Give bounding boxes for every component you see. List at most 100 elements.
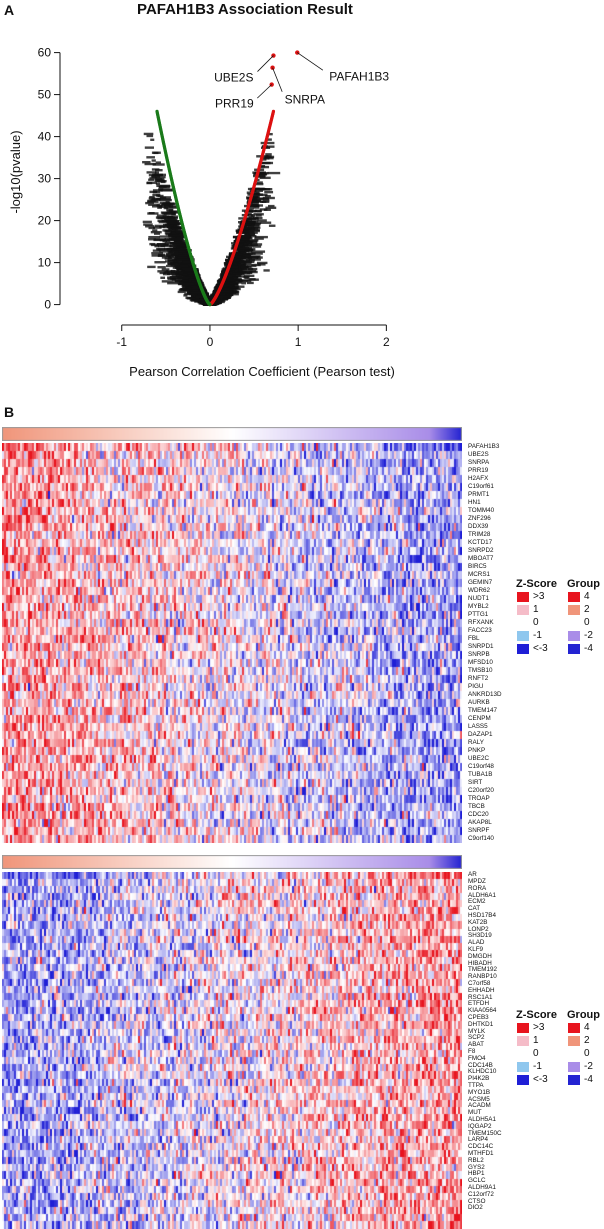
- zscore-label: <-3: [533, 1074, 548, 1085]
- zscore-swatch: [517, 1036, 529, 1046]
- x-tick-label: 2: [383, 335, 390, 349]
- zscore-swatch: [517, 592, 529, 602]
- gene-label: TROAP: [468, 794, 490, 802]
- gene-label: LONP2: [468, 925, 489, 933]
- gene-label: CENPM: [468, 714, 491, 722]
- gene-label: DDX39: [468, 522, 489, 530]
- x-tick-label: -1: [116, 335, 127, 349]
- gene-label: MUT: [468, 1109, 482, 1117]
- highlight-label: UBE2S: [214, 71, 253, 85]
- gene-label: MYO1B: [468, 1088, 491, 1096]
- gene-label: TUBA1B: [468, 770, 493, 778]
- gene-label: UBE2C: [468, 754, 489, 762]
- highlight-label: PAFAH1B3: [329, 70, 389, 84]
- gene-label: NUDT1: [468, 594, 489, 602]
- zscore-label: -1: [533, 1061, 542, 1072]
- gene-label: CAT: [468, 905, 481, 913]
- gene-label: KAT2B: [468, 918, 488, 926]
- group-swatch: [568, 592, 580, 602]
- gene-label: ZNF296: [468, 514, 491, 522]
- gene-label: EHHADH: [468, 986, 495, 994]
- gene-label: FBL: [468, 634, 480, 642]
- gene-label: SCP2: [468, 1034, 485, 1042]
- zscore-swatch: [517, 618, 529, 628]
- gene-label: LASS5: [468, 722, 488, 730]
- zscore-swatch: [517, 1049, 529, 1059]
- zscore-swatch: [517, 644, 529, 654]
- gene-label: ETFDH: [468, 1000, 489, 1008]
- background-gene-cloud: [142, 132, 281, 306]
- group-label: 0: [584, 1048, 590, 1059]
- group-swatch: [568, 644, 580, 654]
- gene-label: AKAP8L: [468, 818, 492, 826]
- gene-label: RORA: [468, 884, 487, 892]
- gene-label: TMEM192: [468, 966, 498, 974]
- gene-label: C19orf61: [468, 482, 494, 490]
- gene-label: UBE2S: [468, 450, 489, 458]
- zscore-swatch: [517, 1075, 529, 1085]
- leader-line: [297, 52, 324, 71]
- gene-label: BIRC5: [468, 562, 487, 570]
- gene-label: HIBADH: [468, 959, 492, 967]
- gene-label: SNRPB: [468, 650, 490, 658]
- zscore-swatch: [517, 1062, 529, 1072]
- gene-label: C19orf48: [468, 762, 494, 770]
- x-tick-label: 1: [295, 335, 302, 349]
- gene-label: SH3D19: [468, 932, 492, 940]
- gene-label: PRMT1: [468, 490, 490, 498]
- x-tick-label: 0: [207, 335, 214, 349]
- gene-label: PAFAH1B3: [468, 442, 500, 450]
- highlight-point: [270, 65, 275, 70]
- gene-label: TTPA: [468, 1082, 484, 1090]
- gene-label: KLF9: [468, 946, 484, 954]
- leader-line: [272, 67, 283, 92]
- y-tick-label: 50: [38, 88, 52, 102]
- zscore-label: <-3: [533, 643, 548, 654]
- gene-label: SNRPF: [468, 826, 490, 834]
- positive-heatmap: [2, 443, 462, 843]
- gene-label: HN1: [468, 498, 481, 506]
- group-label: 4: [584, 1022, 590, 1033]
- zscore-label: 1: [533, 604, 539, 615]
- y-tick-label: 30: [38, 172, 52, 186]
- negative-group-bar: [2, 855, 462, 869]
- positive-branch-points: [208, 109, 276, 307]
- gene-label: RALY: [468, 738, 484, 746]
- gene-label: RANBP10: [468, 973, 497, 981]
- zscore-label: 1: [533, 1035, 539, 1046]
- gene-label: ACSM5: [468, 1095, 490, 1103]
- gene-label: SNRPD2: [468, 546, 494, 554]
- gene-label: PI4K2B: [468, 1075, 490, 1083]
- gene-label: C7orf58: [468, 980, 491, 988]
- group-label: 4: [584, 591, 590, 602]
- group-swatch: [568, 1049, 580, 1059]
- y-tick-label: 20: [38, 214, 52, 228]
- gene-label: RNFT2: [468, 674, 489, 682]
- gene-label: H2AFX: [468, 474, 489, 482]
- group-swatch: [568, 605, 580, 615]
- gene-label: RBL2: [468, 1156, 484, 1164]
- gene-label: PRR19: [468, 466, 489, 474]
- leader-line: [257, 84, 272, 99]
- gene-label: PIGU: [468, 682, 484, 690]
- group-swatch: [568, 631, 580, 641]
- group-swatch: [568, 1062, 580, 1072]
- gene-label: C20orf20: [468, 786, 494, 794]
- gene-label: AR: [468, 871, 477, 879]
- y-tick-label: 40: [38, 130, 52, 144]
- gene-label: MTHFD1: [468, 1150, 494, 1158]
- gene-label: SNRPA: [468, 458, 490, 466]
- gene-label: IQGAP2: [468, 1122, 492, 1130]
- gene-label: MPDZ: [468, 878, 486, 886]
- gene-label: TMEM150C: [468, 1129, 502, 1137]
- y-tick-label: 0: [44, 298, 51, 312]
- group-swatch: [568, 1075, 580, 1085]
- gene-label: WDR62: [468, 586, 491, 594]
- gene-label: TOMM40: [468, 506, 495, 514]
- gene-label: MFSD10: [468, 658, 493, 666]
- gene-label: AURKB: [468, 698, 490, 706]
- volcano-plot: PAFAH1B3 Association Result -log10(pvalu…: [8, 1, 395, 379]
- gene-label: CTSO: [468, 1197, 486, 1205]
- gene-label: FMO4: [468, 1054, 486, 1062]
- gene-label: PTTG1: [468, 610, 489, 618]
